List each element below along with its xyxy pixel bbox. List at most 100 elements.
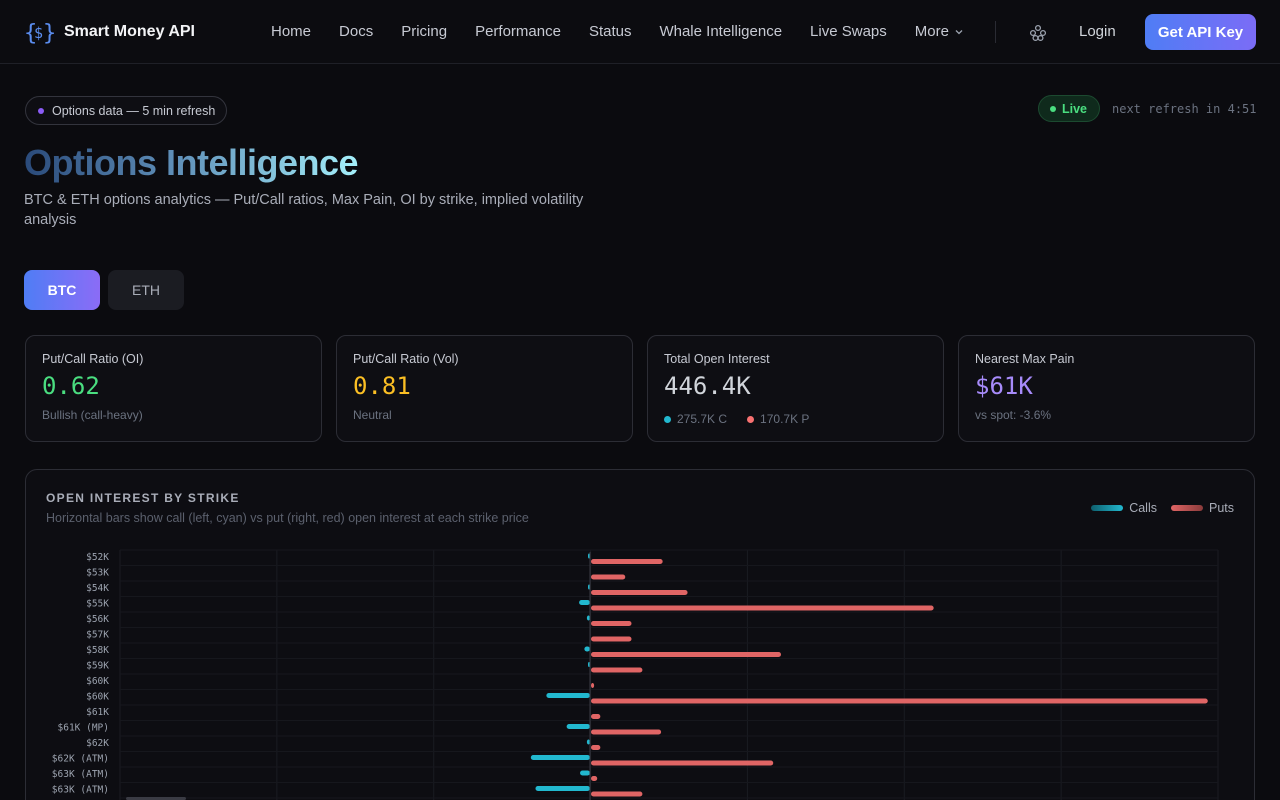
card-total-open-interest: Total Open Interest 446.4K 275.7K C 170.…: [647, 335, 944, 442]
live-label: Live: [1062, 101, 1088, 116]
top-navbar: { $ } Smart Money API Home Docs Pricing …: [0, 0, 1280, 64]
put-bar: [591, 559, 663, 564]
live-badge: Live: [1038, 95, 1101, 122]
legend-calls: Calls: [1091, 501, 1157, 515]
puts-swatch: [1170, 505, 1203, 511]
strike-tick-label: $61K (MP): [58, 723, 109, 734]
calls-oi: 275.7K C: [677, 412, 728, 426]
nav-link-docs[interactable]: Docs: [339, 23, 374, 40]
card-max-pain: Nearest Max Pain $61K vs spot: -3.6%: [958, 335, 1255, 442]
strike-tick-label: $55K: [86, 599, 109, 610]
call-bar: [535, 786, 590, 791]
strike-tick-label: $59K: [86, 661, 109, 672]
cluster-icon[interactable]: [1028, 23, 1048, 43]
strike-tick-label: $63K (ATM): [52, 769, 109, 780]
card-value: 0.62: [42, 372, 100, 400]
chevron-down-icon: [955, 29, 963, 34]
strike-tick-label: $61K: [86, 707, 109, 718]
svg-text:}: }: [43, 21, 54, 46]
nav-link-pricing[interactable]: Pricing: [401, 23, 448, 40]
call-bar: [579, 600, 590, 605]
nav-link-performance[interactable]: Performance: [475, 23, 561, 40]
nav-more-dropdown[interactable]: More: [915, 23, 963, 40]
strike-tick-label: $52K: [86, 552, 109, 563]
oi-bar-chart: $52K $53K $54K $55K $56K $57K $58K $59K $60K $60K…: [52, 549, 1219, 800]
put-bar: [591, 683, 595, 688]
nav-links: Home Docs Pricing Performance Status Wha…: [271, 23, 991, 40]
legend-calls-label: Calls: [1129, 501, 1157, 515]
put-bar: [591, 698, 1208, 704]
put-bar: [591, 605, 934, 611]
put-bar: [591, 745, 601, 750]
oi-by-strike-chart-card: OPEN INTEREST BY STRIKE Horizontal bars …: [25, 469, 1255, 800]
card-label: Put/Call Ratio (Vol): [353, 352, 459, 366]
put-bar: [591, 791, 643, 797]
card-sub-breakdown: 275.7K C 170.7K P: [664, 412, 809, 426]
curly-dollar-logo-icon: { $ }: [24, 21, 54, 46]
chart-scrollbar[interactable]: [126, 797, 186, 800]
card-value: 446.4K: [664, 372, 751, 400]
login-link[interactable]: Login: [1079, 23, 1116, 40]
put-bar: [591, 574, 626, 580]
nav-link-whale-intelligence[interactable]: Whale Intelligence: [659, 23, 783, 40]
card-sub: Bullish (call-heavy): [42, 408, 143, 422]
nav-divider: [995, 21, 996, 43]
card-label: Total Open Interest: [664, 352, 770, 366]
strike-tick-label: $63K (ATM): [52, 785, 109, 796]
status-dot-icon: [38, 107, 44, 114]
call-bar: [584, 646, 590, 652]
card-sub: Neutral: [353, 408, 392, 422]
call-bar: [586, 615, 590, 621]
put-bar: [591, 714, 601, 719]
pill-text: Options data — 5 min refresh: [52, 103, 216, 118]
page-subtitle: BTC & ETH options analytics — Put/Call r…: [24, 192, 584, 228]
call-bar: [566, 724, 590, 729]
strike-tick-label: $62K (ATM): [52, 754, 109, 765]
chart-title: OPEN INTEREST BY STRIKE: [46, 491, 240, 505]
put-bar: [591, 776, 598, 781]
card-sub: vs spot: -3.6%: [975, 408, 1052, 422]
brand-logo[interactable]: { $ } Smart Money API: [24, 18, 195, 46]
put-bar: [591, 760, 774, 766]
nav-link-home[interactable]: Home: [271, 23, 312, 40]
calls-swatch: [1091, 505, 1124, 511]
page-title: Options Intelligence: [24, 142, 359, 183]
put-bar: [591, 667, 643, 673]
call-bar: [530, 755, 590, 760]
card-put-call-oi: Put/Call Ratio (OI) 0.62 Bullish (call-h…: [25, 335, 322, 442]
put-bar: [591, 729, 662, 735]
get-api-key-button[interactable]: Get API Key: [1145, 14, 1256, 50]
nav-link-live-swaps[interactable]: Live Swaps: [810, 23, 887, 40]
put-bar: [591, 652, 782, 657]
strike-tick-label: $56K: [86, 614, 109, 625]
card-value: 0.81: [353, 372, 411, 400]
legend-puts-label: Puts: [1208, 501, 1234, 515]
refresh-countdown: next refresh in 4:51: [1112, 102, 1257, 116]
strike-tick-label: $58K: [86, 645, 109, 656]
data-refresh-pill: Options data — 5 min refresh: [25, 96, 228, 125]
put-bar: [591, 621, 632, 626]
call-bar: [546, 693, 590, 698]
calls-dot-icon: [664, 415, 671, 423]
nav-more-label: More: [914, 23, 949, 40]
put-bar: [591, 590, 688, 595]
tab-eth[interactable]: ETH: [108, 270, 184, 310]
strike-tick-label: $60K: [86, 676, 109, 687]
put-bar: [591, 636, 632, 642]
card-put-call-vol: Put/Call Ratio (Vol) 0.81 Neutral: [336, 335, 633, 442]
nav-link-status[interactable]: Status: [588, 23, 632, 40]
card-label: Put/Call Ratio (OI): [42, 352, 144, 366]
card-label: Nearest Max Pain: [975, 352, 1075, 366]
strike-tick-label: $60K: [86, 692, 109, 703]
chart-legend: Calls Puts: [1091, 501, 1234, 515]
strike-tick-label: $54K: [86, 583, 109, 594]
strike-tick-label: $57K: [86, 630, 109, 641]
legend-puts: Puts: [1170, 501, 1234, 515]
puts-dot-icon: [747, 415, 755, 423]
puts-oi: 170.7K P: [760, 412, 810, 426]
svg-text:$: $: [34, 24, 43, 42]
brand-name: Smart Money API: [64, 23, 195, 40]
tab-btc[interactable]: BTC: [24, 270, 100, 310]
call-bar: [580, 770, 590, 776]
strike-tick-label: $53K: [86, 568, 109, 579]
